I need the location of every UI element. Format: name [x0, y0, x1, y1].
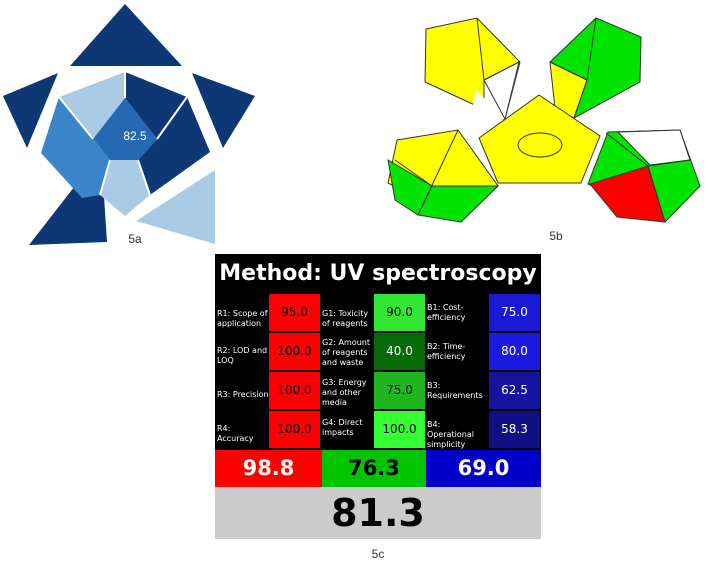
criterion-b1-label: B1: Cost-efficiency: [427, 303, 466, 322]
pentagon-lower-left: [387, 129, 500, 223]
pentagon-upper-right: [549, 17, 642, 119]
star-top-triangle: [70, 4, 182, 66]
criterion-r1-label: R1: Scope of application: [217, 309, 268, 328]
criterion-g4-label: G4: Direct impacts: [322, 418, 363, 437]
star-seg-bottom-right: [100, 160, 150, 216]
star-seg-top-left: [59, 72, 125, 139]
criterion-g1-score: 90.0: [374, 294, 425, 331]
criterion-r2-label: R2: LOD and LOQ: [217, 346, 268, 365]
criterion-g1-label: G1: Toxicity of reagents: [322, 309, 369, 328]
pentagon-center: [478, 94, 601, 184]
panel-b-pentagons: [387, 17, 701, 223]
red-total-score: 98.8: [215, 450, 322, 487]
panel-c-label: 5c: [372, 547, 385, 561]
star-seg-top-right: [125, 72, 187, 139]
pentagon-upper-left: [424, 17, 521, 120]
panel-a-star: 82.5 5a: [3, 4, 255, 246]
star-center-pentagon: [93, 98, 157, 160]
criterion-g3-score: 75.0: [374, 372, 425, 409]
rgb-score-table: Method: UV spectroscopy R1: Scope of app…: [215, 254, 541, 539]
star-right-triangle: [192, 73, 255, 148]
criterion-b4-score: 58.3: [489, 411, 540, 448]
criterion-r3-score: 100.0: [269, 372, 320, 409]
criterion-g4-score: 100.0: [374, 411, 425, 448]
criterion-r1-score: 95.0: [269, 294, 320, 331]
table-title: Method: UV spectroscopy: [215, 254, 541, 294]
star-left-triangle: [3, 73, 58, 148]
star-seg-bottom-left: [41, 97, 110, 198]
criterion-g2-label: G2: Amount of reagents and waste: [322, 338, 370, 367]
criterion-r2-score: 100.0: [269, 333, 320, 370]
star-center-value: 82.5: [123, 129, 147, 143]
criterion-r4-score: 100.0: [269, 411, 320, 448]
criterion-b4-label: B4: Operational simplicity: [427, 420, 474, 449]
criterion-b3-score: 62.5: [489, 372, 540, 409]
criterion-b2-score: 80.0: [489, 333, 540, 370]
panel-b-label: 5b: [549, 229, 563, 243]
criterion-b3-label: B3: Requirements: [427, 381, 483, 400]
criterion-g2-score: 40.0: [374, 333, 425, 370]
overall-whiteness-score: 81.3: [215, 487, 541, 539]
star-seg-right: [138, 97, 210, 195]
green-total-score: 76.3: [322, 450, 426, 487]
criterion-b2-label: B2: Time-efficiency: [427, 342, 466, 361]
panel-a-label: 5a: [128, 232, 142, 246]
criterion-r3-label: R3: Precision: [217, 390, 269, 399]
criterion-b1-score: 75.0: [489, 294, 540, 331]
pentagon-lower-right: [587, 129, 701, 223]
star-bottom-right-triangle: [136, 170, 215, 244]
blue-total-score: 69.0: [426, 450, 541, 487]
criterion-r4-label: R4: Accuracy: [217, 424, 254, 443]
criterion-g3-label: G3: Energy and other media: [322, 378, 367, 407]
